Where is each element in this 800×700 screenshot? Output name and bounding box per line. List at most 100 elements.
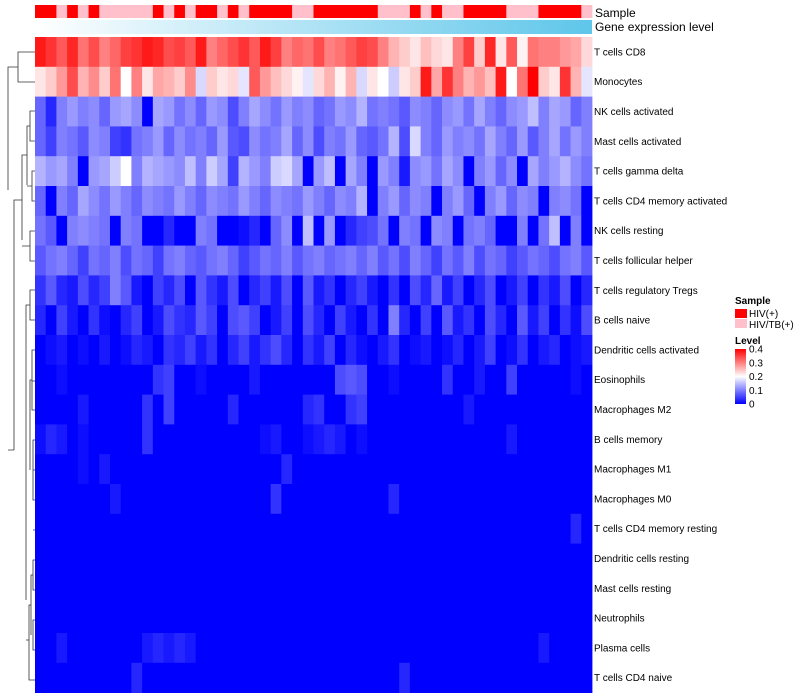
heatmap-cell-macrophages-m2: [313, 394, 325, 425]
heatmap-cell-monocytes: [195, 66, 207, 97]
heatmap-cell-dendritic-cells-resting: [377, 543, 389, 574]
heatmap-cell-dendritic-cells-activated: [184, 335, 197, 366]
heatmap-cell-t-cells-cd4-memory-resting: [367, 513, 379, 544]
heatmap-cell-macrophages-m1: [56, 454, 68, 485]
heatmap-cell-macrophages-m1: [142, 454, 154, 485]
heatmap-cell-dendritic-cells-resting: [313, 543, 325, 574]
heatmap-cell-t-cells-cd4-memory-activated: [538, 186, 550, 217]
heatmap-cell-t-cells-cd8: [249, 37, 261, 68]
heatmap-cell-mast-cells-activated: [538, 126, 550, 157]
heatmap-cell-t-cells-cd4-memory-resting: [67, 513, 79, 544]
heatmap-cell-eosinophils: [174, 364, 186, 395]
heatmap-cell-dendritic-cells-resting: [484, 543, 496, 574]
heatmap-cell-neutrophils: [367, 603, 379, 634]
heatmap-cell-macrophages-m2: [356, 394, 368, 425]
heatmap-cell-t-cells-follicular-helper: [152, 245, 164, 276]
heatmap-cell-dendritic-cells-activated: [259, 335, 272, 366]
heatmap-cell-t-cells-cd4-naive: [238, 662, 250, 693]
heatmap-cell-mast-cells-resting: [131, 573, 143, 604]
heatmap-cell-mast-cells-activated: [142, 126, 154, 157]
heatmap-cell-b-cells-memory: [259, 424, 272, 455]
heatmap-cell-nk-cells-resting: [581, 215, 593, 246]
heatmap-cell-eosinophils: [270, 364, 282, 395]
heatmap-cell-mast-cells-activated: [109, 126, 122, 157]
heatmap-cell-b-cells-memory: [67, 424, 79, 455]
heatmap-cell-eosinophils: [313, 364, 325, 395]
legend-level-tick-label: 0.2: [749, 372, 763, 383]
heatmap-cell-dendritic-cells-resting: [56, 543, 68, 574]
heatmap-cell-macrophages-m0: [377, 484, 389, 515]
heatmap-cell-t-cells-follicular-helper: [474, 245, 486, 276]
heatmap-cell-dendritic-cells-resting: [227, 543, 239, 574]
heatmap-cell-plasma-cells: [131, 633, 143, 664]
heatmap-cell-mast-cells-resting: [238, 573, 250, 604]
heatmap-cell-t-cells-cd8: [495, 37, 507, 68]
heatmap-cell-b-cells-memory: [249, 424, 261, 455]
heatmap-cell-macrophages-m1: [442, 454, 454, 485]
heatmap-cell-t-cells-cd4-memory-resting: [292, 513, 304, 544]
heatmap-cell-t-cells-cd4-memory-resting: [249, 513, 261, 544]
heatmap-cell-dendritic-cells-resting: [195, 543, 207, 574]
heatmap-cell-nk-cells-resting: [152, 215, 164, 246]
heatmap-cell-dendritic-cells-resting: [163, 543, 175, 574]
heatmap-cell-nk-cells-resting: [45, 215, 57, 246]
heatmap-cell-dendritic-cells-activated: [570, 335, 582, 366]
heatmap-cell-b-cells-memory: [292, 424, 304, 455]
heatmap-cell-monocytes: [431, 66, 443, 97]
heatmap-cell-b-cells-naive: [45, 305, 57, 336]
row-label-plasma-cells: Plasma cells: [594, 643, 650, 654]
heatmap-cell-t-cells-cd4-memory-resting: [452, 513, 464, 544]
heatmap-cell-plasma-cells: [281, 633, 293, 664]
heatmap-cell-t-cells-cd4-naive: [581, 662, 593, 693]
heatmap-cell-dendritic-cells-activated: [431, 335, 443, 366]
heatmap-cell-b-cells-memory: [131, 424, 143, 455]
heatmap-cell-mast-cells-resting: [334, 573, 347, 604]
heatmap-cell-macrophages-m0: [99, 484, 111, 515]
heatmap-cell-nk-cells-resting: [570, 215, 582, 246]
heatmap-cell-eosinophils: [581, 364, 593, 395]
heatmap-cell-t-cells-cd4-memory-activated: [334, 186, 347, 217]
legend-level-tick-label: 0.3: [749, 358, 763, 369]
sample-annotation-cell: [409, 5, 422, 18]
heatmap-cell-t-cells-regulatory-tregs: [142, 275, 154, 306]
heatmap-cell-neutrophils: [174, 603, 186, 634]
heatmap-cell-neutrophils: [431, 603, 443, 634]
heatmap-cell-eosinophils: [184, 364, 197, 395]
heatmap-cell-t-cells-cd8: [56, 37, 68, 68]
heatmap-cell-dendritic-cells-resting: [452, 543, 464, 574]
sample-annotation-cell: [259, 5, 272, 18]
heatmap-cell-macrophages-m1: [88, 454, 100, 485]
heatmap-cell-t-cells-gamma-delta: [484, 156, 496, 187]
heatmap-cell-mast-cells-resting: [495, 573, 507, 604]
heatmap-cell-t-cells-regulatory-tregs: [35, 275, 47, 306]
heatmap-cell-t-cells-follicular-helper: [88, 245, 100, 276]
heatmap-cell-t-cells-cd4-naive: [281, 662, 293, 693]
heatmap-cell-neutrophils: [163, 603, 175, 634]
heatmap-cell-dendritic-cells-resting: [334, 543, 347, 574]
heatmap-cell-eosinophils: [538, 364, 550, 395]
heatmap-cell-monocytes: [356, 66, 368, 97]
heatmap-cell-t-cells-follicular-helper: [292, 245, 304, 276]
heatmap-cell-dendritic-cells-activated: [484, 335, 496, 366]
heatmap-cell-dendritic-cells-resting: [324, 543, 336, 574]
heatmap-cell-t-cells-cd4-naive: [292, 662, 304, 693]
heatmap-cell-t-cells-cd4-memory-activated: [195, 186, 207, 217]
heatmap-cell-b-cells-naive: [99, 305, 111, 336]
heatmap-cell-mast-cells-resting: [77, 573, 89, 604]
heatmap-cell-nk-cells-activated: [345, 96, 357, 127]
legend: Sample HIV(+) HIV/TB(+) Level 0.40.30.20…: [735, 296, 794, 411]
heatmap-cell-dendritic-cells-resting: [527, 543, 539, 574]
heatmap-cell-t-cells-cd4-memory-activated: [581, 186, 593, 217]
sample-annotation-cell: [270, 5, 282, 18]
row-label-dendritic-cells-activated: Dendritic cells activated: [594, 345, 699, 356]
heatmap-cell-mast-cells-activated: [334, 126, 347, 157]
heatmap-cell-dendritic-cells-resting: [88, 543, 100, 574]
heatmap-cell-monocytes: [270, 66, 282, 97]
heatmap-cell-t-cells-gamma-delta: [184, 156, 197, 187]
row-label-macrophages-m2: Macrophages M2: [594, 405, 672, 416]
heatmap-cell-macrophages-m0: [109, 484, 122, 515]
heatmap-cell-dendritic-cells-resting: [45, 543, 57, 574]
heatmap-cell-nk-cells-activated: [356, 96, 368, 127]
heatmap-cell-nk-cells-activated: [442, 96, 454, 127]
heatmap-cell-b-cells-naive: [367, 305, 379, 336]
